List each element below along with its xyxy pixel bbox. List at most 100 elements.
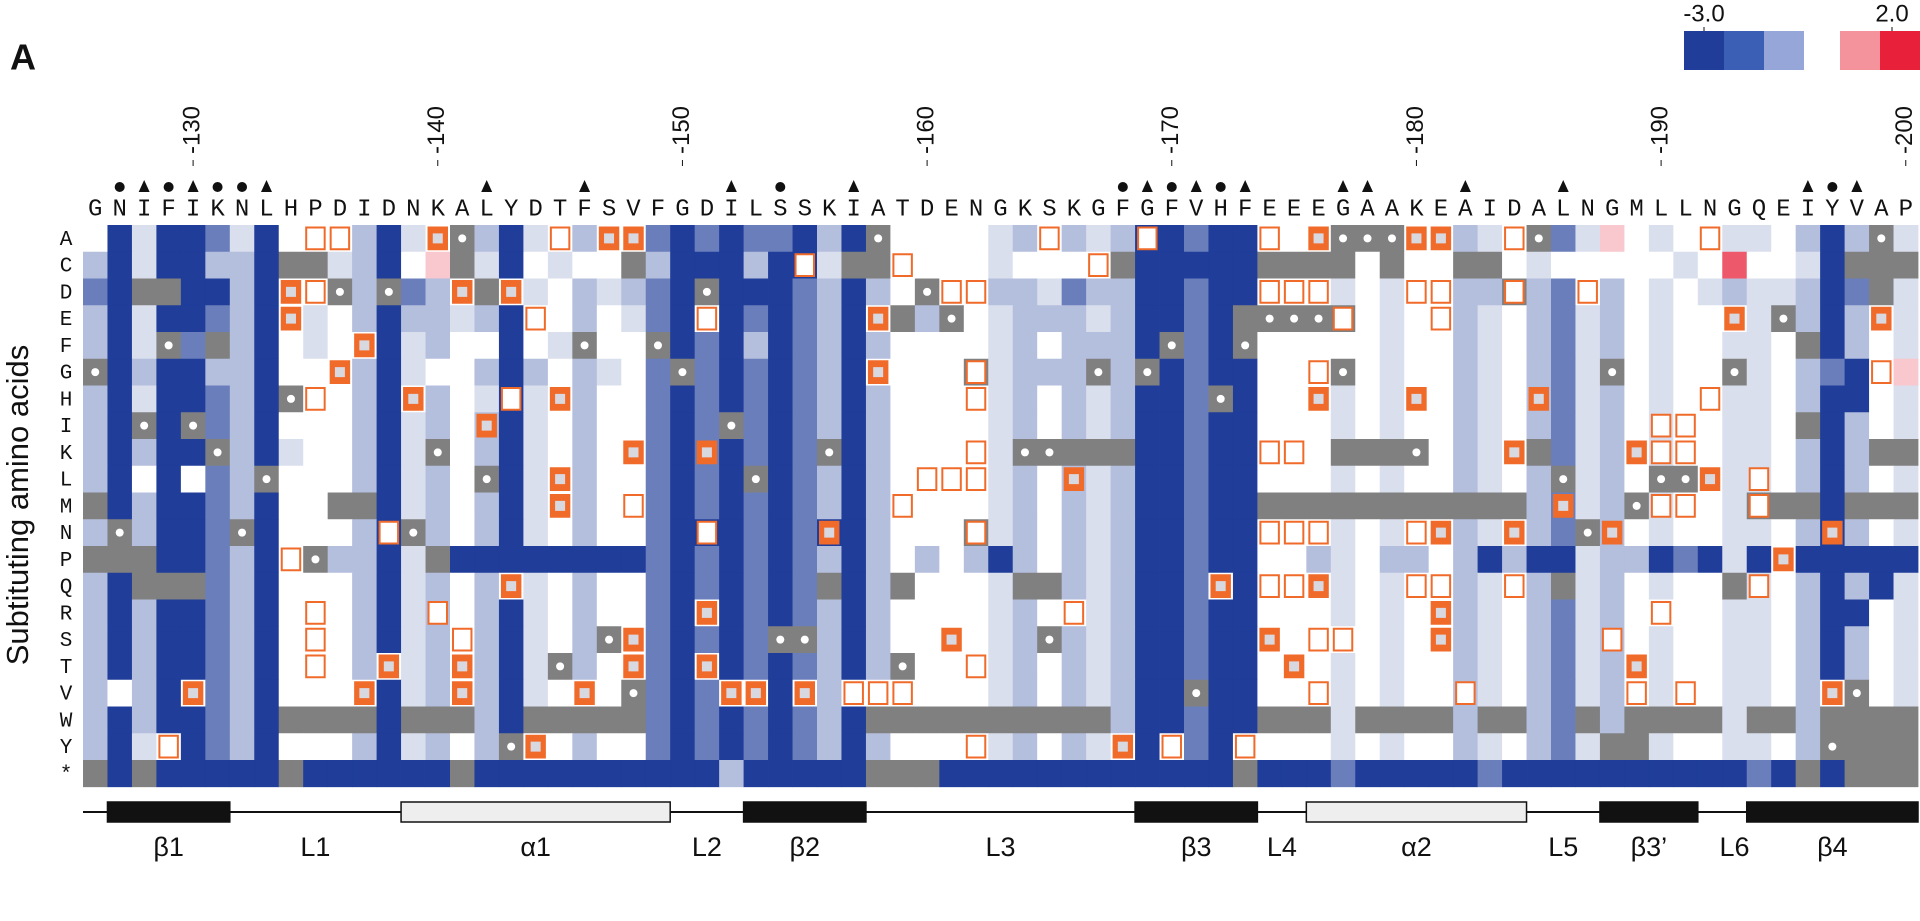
filled-box-core bbox=[799, 688, 810, 699]
heatmap-cell bbox=[1844, 251, 1870, 279]
open-box bbox=[1455, 681, 1476, 705]
heatmap-cell bbox=[1086, 225, 1111, 253]
heatmap-cell bbox=[107, 760, 133, 788]
heatmap-cell bbox=[1184, 412, 1209, 440]
heatmap-cell bbox=[1477, 225, 1503, 253]
cell-dot bbox=[727, 421, 736, 430]
heatmap-cell bbox=[841, 546, 867, 574]
heatmap-cell bbox=[474, 599, 500, 627]
heatmap-cell bbox=[792, 599, 818, 627]
cell-dot bbox=[262, 475, 271, 484]
open-box bbox=[892, 253, 913, 277]
heatmap-cell bbox=[1599, 251, 1625, 279]
heatmap-cell bbox=[1208, 653, 1234, 681]
marker-triangle bbox=[1190, 180, 1202, 192]
open-box bbox=[1259, 574, 1280, 598]
heatmap-cell bbox=[743, 385, 769, 413]
heatmap-cell bbox=[1355, 626, 1381, 654]
heatmap-cell bbox=[1037, 599, 1063, 627]
heatmap-cell bbox=[1257, 385, 1283, 413]
heatmap-cell bbox=[156, 251, 182, 279]
marker-triangle bbox=[1362, 180, 1373, 192]
heatmap-cell bbox=[450, 519, 475, 547]
open-box bbox=[1675, 413, 1696, 438]
heatmap-cell bbox=[303, 519, 329, 547]
marker-triangle bbox=[261, 180, 272, 192]
heatmap-cell bbox=[1599, 225, 1625, 253]
heatmap-cell bbox=[596, 332, 622, 360]
heatmap-cell bbox=[914, 412, 940, 440]
heatmap-cell bbox=[425, 653, 451, 681]
heatmap-cell bbox=[229, 439, 255, 467]
heatmap-cell bbox=[743, 225, 769, 253]
heatmap-cell bbox=[768, 465, 793, 493]
heatmap-cell bbox=[523, 251, 549, 279]
heatmap-cell bbox=[1477, 465, 1503, 493]
cell-dot bbox=[1730, 368, 1739, 377]
heatmap-cell bbox=[719, 251, 744, 279]
residue-label: G bbox=[993, 196, 1007, 223]
residue-label: K bbox=[1409, 196, 1424, 223]
heatmap-cell bbox=[131, 626, 157, 654]
heatmap-cell bbox=[523, 278, 549, 306]
heatmap-cell bbox=[1526, 572, 1552, 600]
heatmap-cell bbox=[1502, 412, 1527, 440]
heatmap-cell bbox=[865, 439, 891, 467]
heatmap-cell bbox=[1722, 653, 1748, 681]
filled-box-core bbox=[285, 313, 296, 324]
heatmap-cell bbox=[890, 439, 916, 467]
cell-dot bbox=[1608, 368, 1617, 377]
heatmap-cell bbox=[1795, 519, 1821, 547]
heatmap-cell bbox=[1330, 599, 1356, 627]
heatmap-cell bbox=[83, 332, 108, 360]
heatmap-cell bbox=[645, 706, 671, 734]
heatmap-cell bbox=[1599, 465, 1625, 493]
heatmap-cell bbox=[1575, 546, 1601, 574]
heatmap-cell bbox=[621, 706, 647, 734]
heatmap-cell bbox=[939, 546, 965, 574]
heatmap-cell bbox=[890, 546, 916, 574]
residue-label: S bbox=[602, 196, 616, 223]
heatmap-cell bbox=[1379, 706, 1405, 734]
heatmap-cell bbox=[988, 599, 1014, 627]
cell-dot bbox=[1363, 234, 1372, 243]
filled-box-core bbox=[750, 688, 761, 699]
heatmap-cell bbox=[572, 358, 598, 386]
heatmap-cell bbox=[352, 733, 377, 761]
heatmap-cell bbox=[1599, 332, 1625, 360]
heatmap-cell bbox=[792, 225, 818, 253]
heatmap-cell bbox=[498, 679, 524, 707]
cell-dot bbox=[1828, 742, 1837, 751]
heatmap-cell bbox=[1208, 332, 1234, 360]
heatmap-cell bbox=[670, 439, 696, 467]
heatmap-cell bbox=[1379, 492, 1405, 520]
heatmap-cell bbox=[107, 332, 133, 360]
heatmap-cell bbox=[914, 332, 940, 360]
heatmap-cell bbox=[1575, 251, 1601, 279]
x-tick-label: -160 bbox=[912, 106, 939, 154]
heatmap-cell bbox=[1135, 626, 1160, 654]
heatmap-cell bbox=[376, 760, 402, 788]
heatmap-cell bbox=[865, 706, 891, 734]
heatmap-cell bbox=[1502, 733, 1527, 761]
filled-box-core bbox=[432, 233, 443, 244]
heatmap-cell bbox=[107, 679, 133, 707]
heatmap-cell bbox=[1453, 358, 1478, 386]
heatmap-cell bbox=[1404, 733, 1430, 761]
heatmap-cell bbox=[1526, 465, 1552, 493]
heatmap-cell bbox=[1746, 706, 1772, 734]
filled-box-core bbox=[555, 393, 566, 404]
heatmap-cell bbox=[180, 519, 206, 547]
open-box bbox=[1259, 440, 1280, 465]
heatmap-cell bbox=[572, 733, 598, 761]
heatmap-cell bbox=[205, 653, 231, 681]
heatmap-cell bbox=[1012, 599, 1038, 627]
heatmap-cell bbox=[1012, 679, 1038, 707]
heatmap-cell bbox=[890, 465, 916, 493]
cell-dot bbox=[825, 448, 834, 457]
heatmap-cell bbox=[547, 519, 573, 547]
heatmap-cell bbox=[645, 733, 671, 761]
heatmap-cell bbox=[817, 599, 842, 627]
heatmap-cell bbox=[474, 385, 500, 413]
heatmap-cell bbox=[1599, 760, 1625, 788]
